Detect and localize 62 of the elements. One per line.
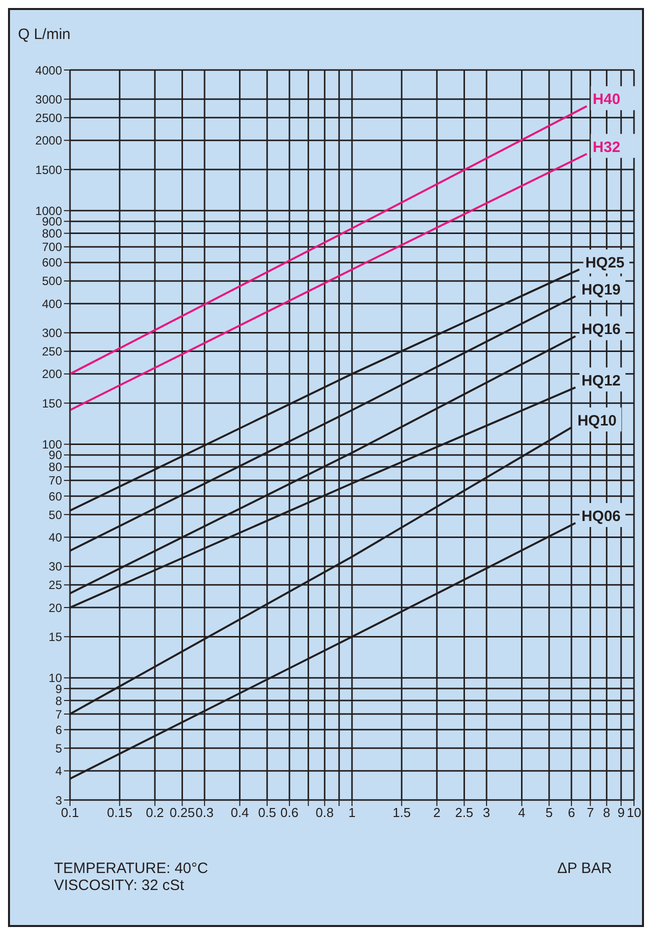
- y-tick-label: 3000: [35, 92, 62, 106]
- x-tick-label: 8: [603, 805, 610, 820]
- x-tick-label: 0.25: [170, 805, 195, 820]
- series-label: HQ12: [581, 372, 621, 390]
- y-tick-label: 60: [48, 489, 62, 504]
- x-tick-label: 5: [545, 805, 553, 820]
- y-tick-label: 30: [48, 560, 62, 574]
- y-tick-label: 40: [48, 530, 62, 544]
- y-tick-label: 700: [42, 240, 62, 254]
- x-tick-label: 6: [568, 805, 576, 820]
- series-label: HQ25: [585, 254, 625, 272]
- y-tick-label: 1500: [35, 162, 62, 177]
- y-tick-label: 15: [48, 630, 62, 644]
- y-tick-label: 600: [42, 256, 62, 270]
- x-tick-label: 7: [586, 805, 594, 820]
- y-tick-label: 800: [42, 226, 62, 241]
- y-tick-label: 400: [42, 296, 62, 311]
- y-tick-label: 25: [48, 578, 62, 592]
- y-tick-label: 200: [42, 367, 62, 382]
- x-tick-label: 9: [617, 805, 625, 820]
- y-tick-label: 250: [42, 344, 62, 359]
- x-tick-label: 0.15: [107, 805, 132, 820]
- series-label: HQ06: [581, 508, 621, 526]
- y-tick-label: 4: [55, 764, 62, 778]
- y-tick-label: 50: [48, 508, 62, 522]
- series-label: H32: [592, 138, 620, 156]
- y-tick-label: 6: [55, 722, 62, 737]
- y-tick-label: 4000: [35, 63, 62, 78]
- series-label: H40: [592, 91, 620, 108]
- x-tick-label: 2.5: [455, 805, 474, 820]
- x-tick-label: 0.3: [196, 805, 214, 820]
- series-label: HQ16: [581, 321, 621, 338]
- y-tick-label: 2000: [35, 134, 62, 148]
- x-tick-label: 10: [626, 805, 642, 820]
- text: TEMPERATURE: 40°C: [54, 860, 208, 877]
- x-tick-label: 0.2: [146, 805, 164, 820]
- text: VISCOSITY: 32 cSt: [54, 877, 186, 894]
- y-tick-label: 500: [42, 274, 62, 288]
- y-tick-label: 3: [55, 793, 62, 808]
- x-tick-label: 2: [433, 805, 441, 820]
- x-tick-label: 1: [348, 805, 356, 820]
- x-tick-label: 0.4: [230, 805, 249, 820]
- x-tick-label: 4: [518, 805, 526, 820]
- y-tick-label: 70: [48, 474, 62, 488]
- y-tick-label: 5: [55, 741, 62, 756]
- y-tick-label: 80: [48, 460, 62, 474]
- series-label: HQ19: [581, 281, 621, 298]
- x-tick-label: 3: [482, 805, 490, 820]
- x-tick-label: 0.5: [258, 805, 276, 820]
- y-tick-label: 8: [55, 694, 62, 708]
- x-tick-label: 0.6: [280, 805, 298, 820]
- y-tick-label: 20: [48, 600, 62, 615]
- x-axis-title: ΔP BAR: [557, 860, 612, 877]
- x-tick-label: 0.8: [316, 805, 334, 820]
- y-axis-title: Q L/min: [18, 26, 71, 43]
- x-tick-label: 1.5: [392, 805, 411, 820]
- series-label: HQ10: [577, 412, 617, 430]
- y-tick-label: 150: [42, 396, 62, 410]
- x-tick-label: 0.1: [60, 805, 80, 820]
- y-tick-label: 2500: [35, 110, 62, 125]
- y-tick-label: 300: [42, 326, 62, 340]
- y-tick-label: 7: [55, 707, 62, 722]
